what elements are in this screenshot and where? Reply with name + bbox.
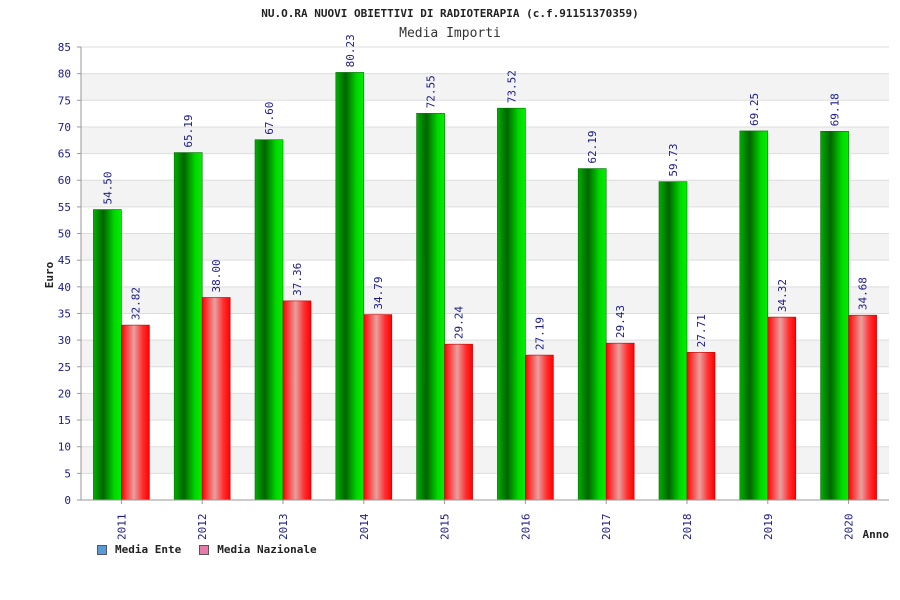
y-tick-label: 5 xyxy=(64,467,71,480)
bar-nazionale-2019 xyxy=(767,316,797,501)
data-label-nazionale-2020: 34.68 xyxy=(857,277,870,310)
legend-item-media-ente: Media Ente xyxy=(97,543,181,556)
y-tick-label: 35 xyxy=(58,307,71,320)
bar-ente-2017 xyxy=(577,168,607,501)
bar-ente-2020 xyxy=(820,131,849,501)
data-label-ente-2013: 67.60 xyxy=(263,102,276,135)
data-label-ente-2018: 59.73 xyxy=(667,144,680,177)
x-tick-label-2018: 2018 xyxy=(681,514,694,541)
bar-nazionale-2018 xyxy=(686,352,716,501)
bar-nazionale-2017 xyxy=(605,342,635,501)
data-label-ente-2014: 80.23 xyxy=(344,34,357,67)
data-label-nazionale-2013: 37.36 xyxy=(291,263,304,296)
y-axis-ticks: 0 5 10 15 20 25 30 35 40 45 50 55 60 65 70 75 80 85 xyxy=(58,41,81,507)
bar-ente-2016 xyxy=(497,107,526,501)
data-label-ente-2016: 73.52 xyxy=(505,70,518,103)
legend-swatch-media-nazionale xyxy=(199,544,210,555)
data-label-nazionale-2019: 34.32 xyxy=(776,279,789,312)
data-label-ente-2017: 62.19 xyxy=(586,130,599,163)
bar-nazionale-2012 xyxy=(201,297,231,501)
x-tick-label-2019: 2019 xyxy=(762,514,775,541)
y-tick-label: 30 xyxy=(58,334,71,347)
y-tick-label: 25 xyxy=(58,361,71,374)
x-tick-label-2020: 2020 xyxy=(843,514,856,541)
x-axis-label: Anno xyxy=(863,528,890,541)
legend: Media Ente Media Nazionale xyxy=(97,543,317,556)
y-tick-label: 60 xyxy=(58,174,71,187)
y-tick-label: 75 xyxy=(58,94,71,107)
bar-ente-2018 xyxy=(658,181,688,501)
data-label-nazionale-2018: 27.71 xyxy=(695,314,708,347)
x-tick-label-2017: 2017 xyxy=(600,514,613,541)
bar-ente-2013 xyxy=(254,139,284,501)
data-label-ente-2020: 69.18 xyxy=(829,93,842,126)
y-tick-label: 45 xyxy=(58,254,71,267)
legend-swatch-media-ente xyxy=(97,544,107,555)
y-tick-label: 55 xyxy=(58,201,71,214)
bar-nazionale-2016 xyxy=(525,354,554,501)
chart-subtitle: Media Importi xyxy=(399,26,501,41)
legend-label-media-ente: Media Ente xyxy=(115,543,182,556)
y-tick-label: 0 xyxy=(64,494,71,507)
x-axis-ticks: 2011 2012 2013 2014 2015 2016 2017 2018 2019 2020 xyxy=(115,500,856,541)
data-label-ente-2019: 69.25 xyxy=(748,93,761,126)
bars: 54.50 32.82 65.19 38.00 67.60 37.36 80.23 34.79… xyxy=(93,34,877,501)
chart-title: NU.O.RA NUOVI OBIETTIVI DI RADIOTERAPIA … xyxy=(261,7,639,20)
y-tick-label: 15 xyxy=(58,414,71,427)
data-label-ente-2011: 54.50 xyxy=(101,171,114,204)
y-tick-label: 70 xyxy=(58,121,71,134)
y-tick-label: 40 xyxy=(58,281,71,294)
y-tick-label: 85 xyxy=(58,41,71,54)
bar-nazionale-2011 xyxy=(121,324,150,501)
y-tick-label: 80 xyxy=(58,68,71,81)
y-tick-label: 20 xyxy=(58,387,71,400)
x-tick-label-2011: 2011 xyxy=(115,514,128,541)
bar-nazionale-2020 xyxy=(848,314,877,501)
y-tick-label: 50 xyxy=(58,228,71,241)
bar-ente-2011 xyxy=(93,209,122,501)
y-tick-label: 10 xyxy=(58,441,71,454)
bar-nazionale-2015 xyxy=(444,343,473,501)
legend-label-media-nazionale: Media Nazionale xyxy=(217,543,317,556)
y-axis-label: Euro xyxy=(43,261,56,288)
x-tick-label-2012: 2012 xyxy=(196,514,209,541)
legend-item-media-nazionale: Media Nazionale xyxy=(199,543,317,556)
x-tick-label-2013: 2013 xyxy=(277,514,290,541)
x-tick-label-2014: 2014 xyxy=(358,513,371,540)
data-label-nazionale-2015: 29.24 xyxy=(453,306,466,339)
x-tick-label-2016: 2016 xyxy=(519,514,532,541)
data-label-ente-2012: 65.19 xyxy=(182,114,195,147)
bar-nazionale-2014 xyxy=(363,314,393,501)
bar-ente-2014 xyxy=(335,72,365,501)
x-tick-label-2015: 2015 xyxy=(439,514,452,541)
data-label-ente-2015: 72.55 xyxy=(425,75,438,108)
grid-band xyxy=(81,73,889,101)
bar-ente-2012 xyxy=(173,152,203,501)
data-label-nazionale-2012: 38.00 xyxy=(210,259,223,292)
bar-ente-2015 xyxy=(416,113,445,501)
bar-nazionale-2013 xyxy=(282,300,312,501)
y-tick-label: 65 xyxy=(58,148,71,161)
data-label-nazionale-2017: 29.43 xyxy=(614,305,627,338)
data-label-nazionale-2011: 32.82 xyxy=(129,287,142,320)
bar-ente-2019 xyxy=(739,130,769,501)
data-label-nazionale-2016: 27.19 xyxy=(533,317,546,350)
data-label-nazionale-2014: 34.79 xyxy=(372,276,385,309)
